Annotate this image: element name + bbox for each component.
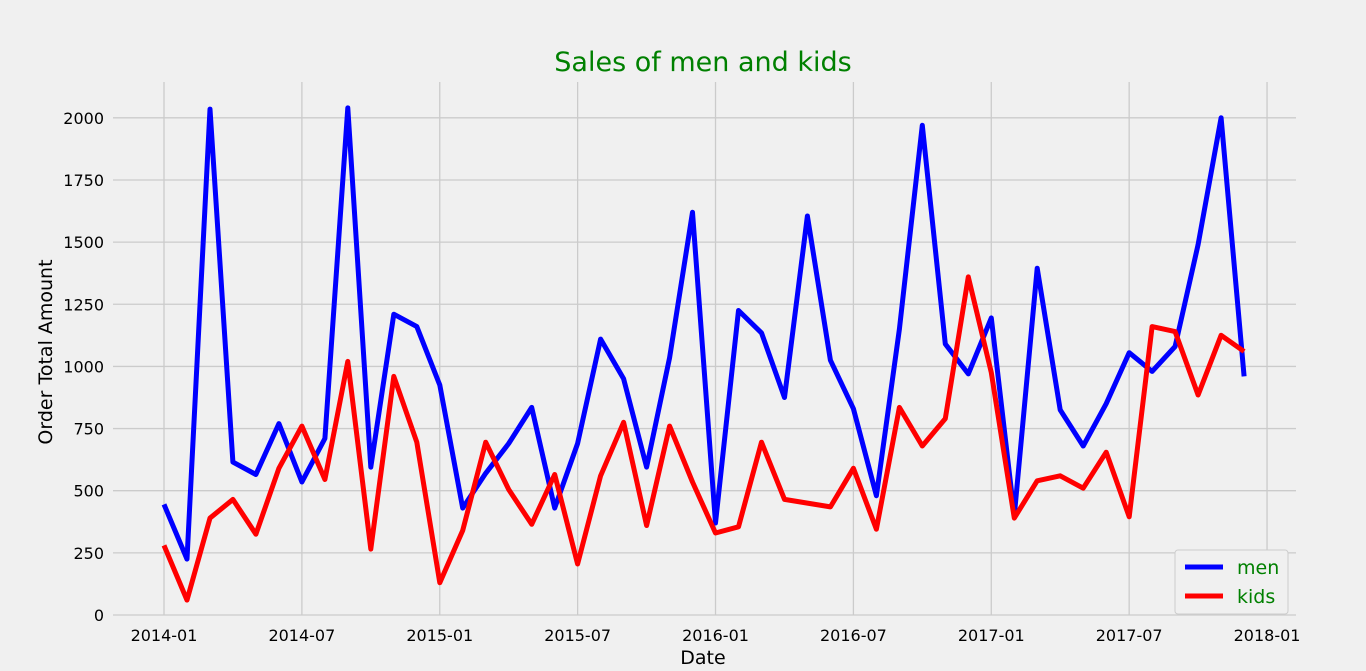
- x-tick-label: 2014-07: [268, 626, 335, 645]
- x-tick-label: 2017-07: [1096, 626, 1163, 645]
- y-tick-label: 250: [73, 544, 104, 563]
- series-line-men: [161, 105, 1247, 562]
- y-tick-label: 1500: [63, 233, 104, 252]
- x-tick-label: 2016-07: [820, 626, 887, 645]
- x-tick-label: 2018-01: [1234, 626, 1301, 645]
- y-axis-label: Order Total Amount: [35, 259, 57, 444]
- x-axis-ticks: 2014-01 2014-07 2015-01 2015-07 2016-01 2016-…: [131, 626, 1301, 645]
- series-lines: [161, 105, 1247, 603]
- y-tick-label: 0: [94, 606, 104, 625]
- x-tick-label: 2017-01: [958, 626, 1025, 645]
- x-tick-label: 2015-07: [544, 626, 611, 645]
- legend: men kids: [1174, 549, 1289, 615]
- x-tick-label: 2016-01: [682, 626, 749, 645]
- legend-label-men: men: [1237, 557, 1279, 579]
- y-tick-label: 1000: [63, 357, 104, 376]
- x-tick-label: 2015-01: [406, 626, 473, 645]
- y-tick-label: 750: [73, 420, 104, 439]
- x-tick-label: 2014-01: [131, 626, 198, 645]
- y-axis-ticks: 0 250 500 750 1000 1250 1500 1750 2000: [63, 109, 104, 625]
- y-tick-label: 1750: [63, 171, 104, 190]
- y-tick-label: 2000: [63, 109, 104, 128]
- legend-label-kids: kids: [1237, 586, 1275, 608]
- y-tick-label: 500: [73, 482, 104, 501]
- y-tick-label: 1250: [63, 295, 104, 314]
- chart-title: Sales of men and kids: [554, 47, 851, 78]
- series-line-kids: [161, 274, 1246, 603]
- x-axis-label: Date: [680, 647, 725, 669]
